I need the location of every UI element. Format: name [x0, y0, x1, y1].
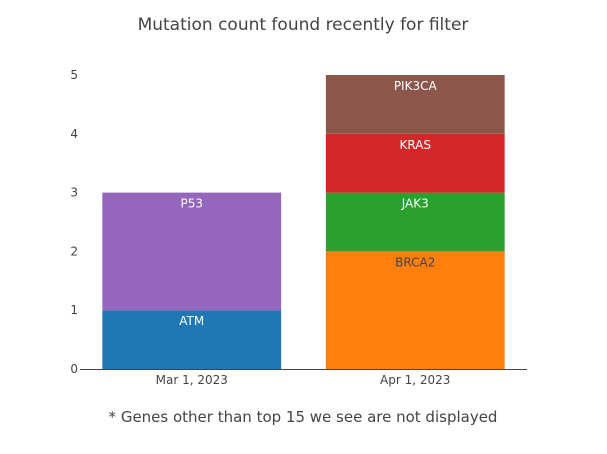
bar-label-kras: KRAS [399, 138, 431, 152]
chart-footnote: * Genes other than top 15 we see are not… [109, 408, 498, 426]
y-tick-label: 5 [70, 68, 78, 82]
bar-label-pik3ca: PIK3CA [394, 79, 438, 93]
y-tick-label: 3 [70, 186, 78, 200]
bar-label-jak3: JAK3 [401, 197, 429, 211]
y-axis: 0 1 2 3 4 5 [70, 68, 78, 376]
chart-title: Mutation count found recently for filter [138, 15, 469, 35]
bar-segment-jak3 [325, 192, 505, 252]
x-axis: Mar 1, 2023 Apr 1, 2023 [80, 369, 527, 387]
x-tick-label: Apr 1, 2023 [380, 373, 450, 387]
x-tick-label: Mar 1, 2023 [156, 373, 228, 387]
bar-segment-kras [325, 133, 505, 193]
y-tick-label: 1 [70, 303, 78, 317]
bars: ATM P53 BRCA2 JAK3 KRAS PIK3CA [102, 75, 505, 369]
bar-segment-pik3ca [325, 75, 505, 134]
bar-label-atm: ATM [179, 314, 204, 328]
bar-label-brca2: BRCA2 [395, 255, 435, 269]
y-tick-label: 4 [70, 127, 78, 141]
bar-segment-atm [102, 310, 282, 369]
y-tick-label: 0 [70, 362, 78, 376]
bar-label-p53: P53 [180, 197, 203, 211]
y-tick-label: 2 [70, 244, 78, 258]
bar-segment-brca2 [325, 251, 505, 369]
bar-segment-p53 [102, 192, 282, 311]
